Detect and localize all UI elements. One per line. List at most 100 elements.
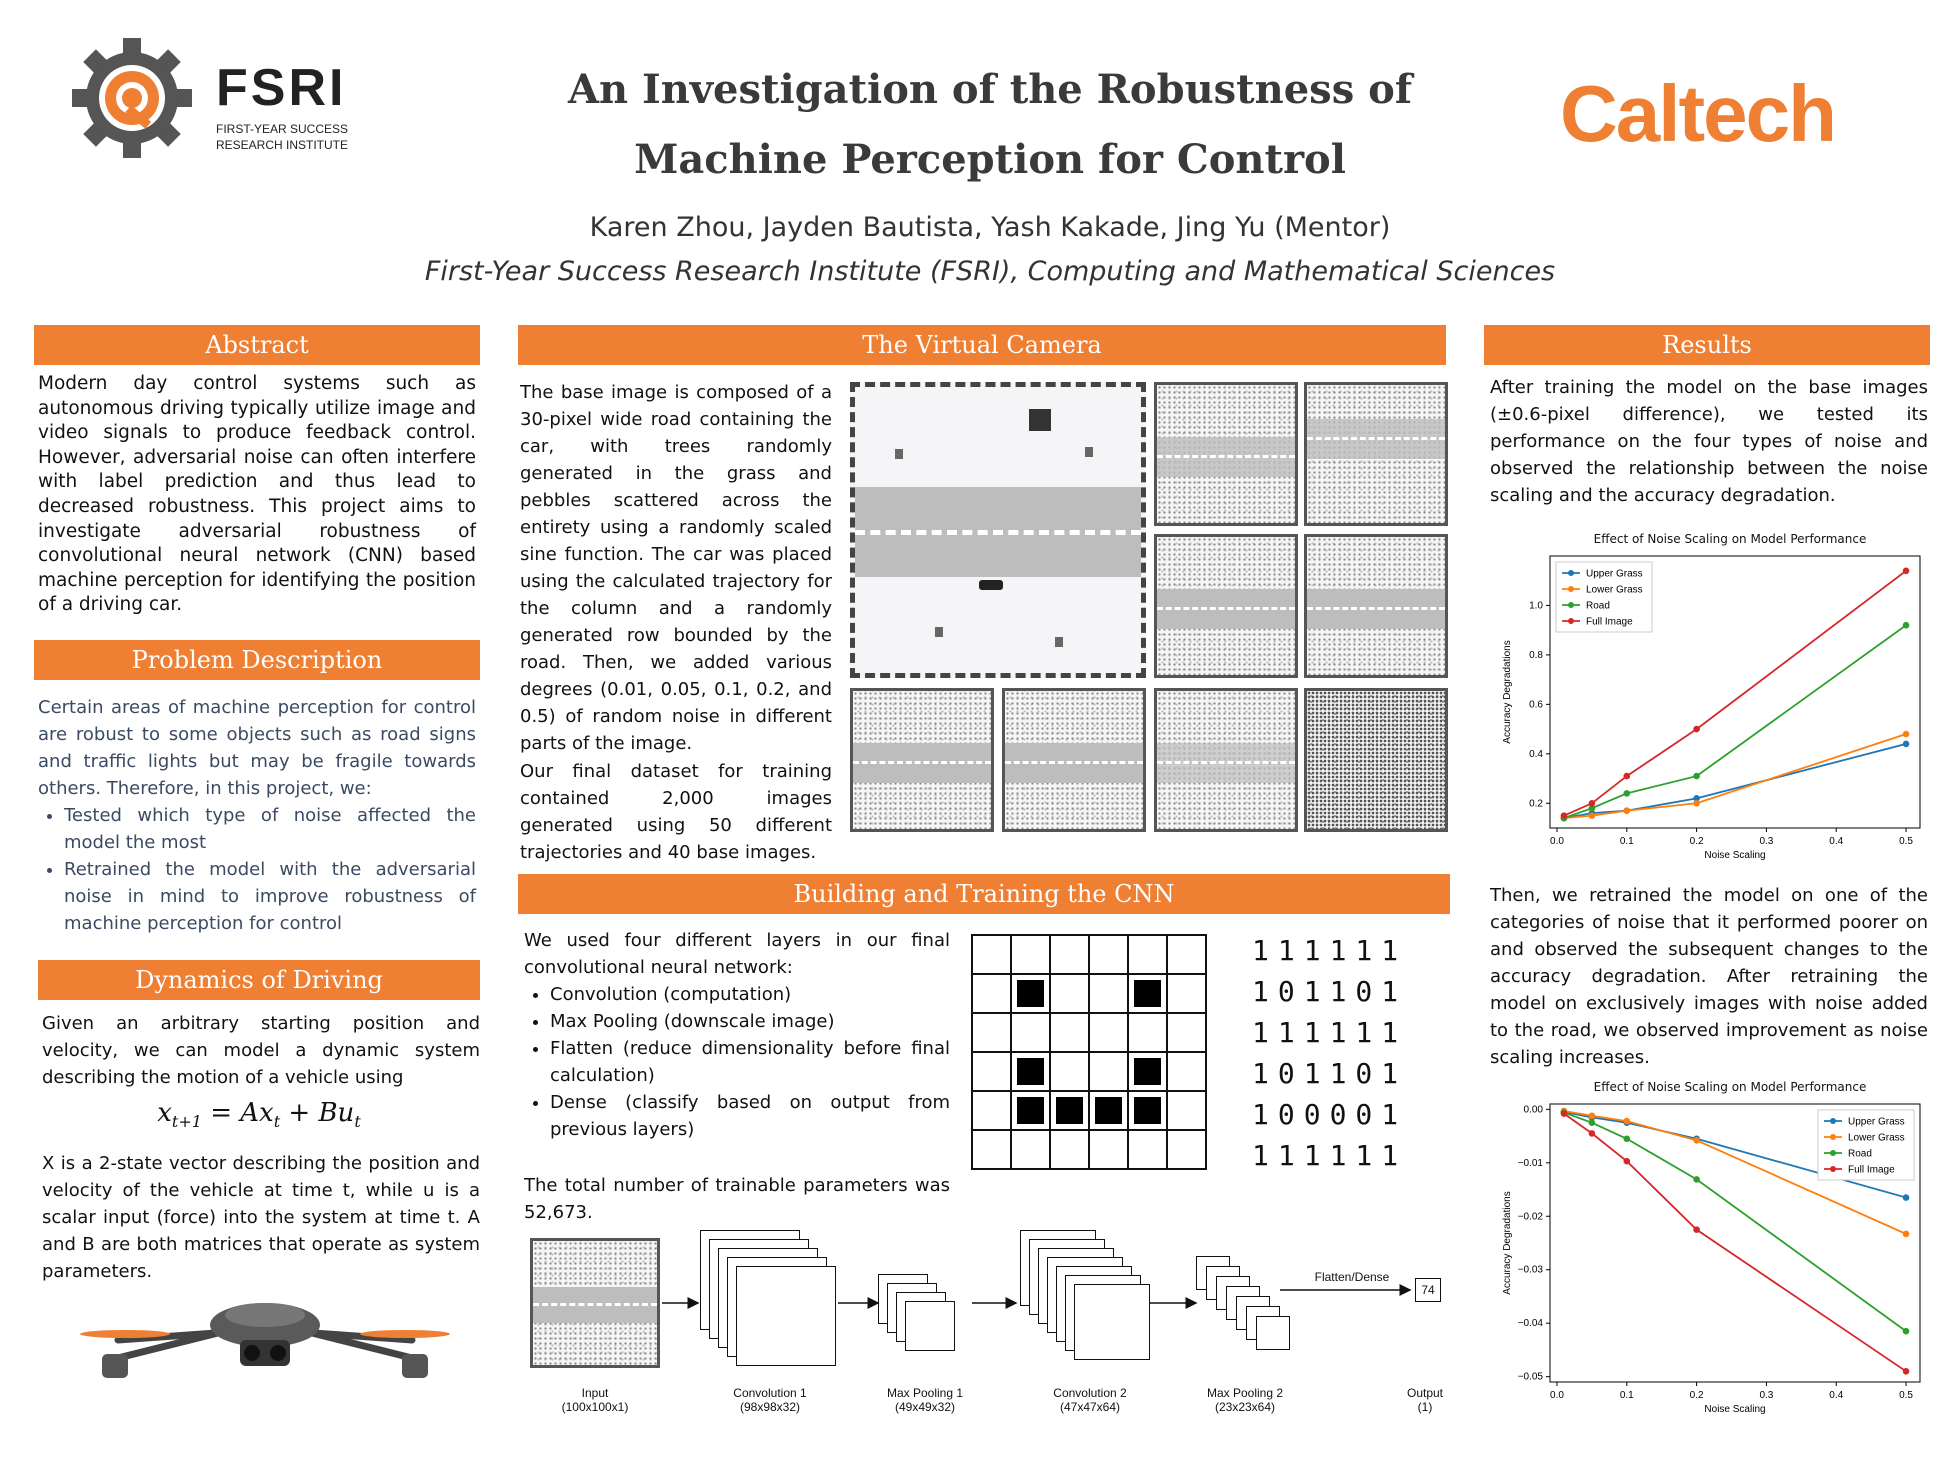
y-tick-label: 0.4 <box>1529 749 1543 760</box>
grid-cell-filled <box>1017 1097 1044 1124</box>
binary-row: 111111 <box>1252 1016 1408 1049</box>
problem-bullet-1: Tested which type of noise affected the … <box>64 802 476 856</box>
binary-row: 111111 <box>1252 934 1408 967</box>
legend-label: Road <box>1586 601 1610 612</box>
abstract-text: Modern day control systems such as auton… <box>38 373 476 616</box>
data-point <box>1693 1226 1700 1233</box>
legend-label: Upper Grass <box>1586 569 1643 580</box>
affiliation: First-Year Success Research Institute (F… <box>424 256 1556 287</box>
data-point <box>1902 621 1910 629</box>
legend-label: Road <box>1848 1149 1872 1160</box>
data-point <box>1902 1327 1910 1335</box>
grid-cell <box>1010 1012 1051 1053</box>
grid-cell <box>1010 1129 1051 1170</box>
x-axis-label: Noise Scaling <box>1704 1404 1765 1415</box>
results-text-1: After training the model on the base ima… <box>1490 377 1928 506</box>
binary-row: 100001 <box>1252 1098 1408 1131</box>
grid-cell <box>1166 1051 1207 1092</box>
cnn-bullet-1: Convolution (computation) <box>550 981 950 1008</box>
x-tick-label: 0.1 <box>1620 1390 1634 1401</box>
problem-bullets: Tested which type of noise affected the … <box>38 802 476 937</box>
chart-2-title: Effect of Noise Scaling on Model Perform… <box>1593 1080 1867 1094</box>
x-tick-label: 0.1 <box>1620 836 1634 847</box>
data-point <box>1902 1194 1910 1201</box>
grid-cell <box>971 1129 1012 1170</box>
grid-cell <box>1049 934 1090 975</box>
grid-cell <box>1127 934 1168 975</box>
base-road-image <box>850 382 1146 678</box>
cnn-bullet-4: Dense (classify based on output from pre… <box>550 1089 950 1143</box>
grid-cell <box>1088 1051 1129 1092</box>
data-point <box>1902 1230 1910 1238</box>
chart-2: Effect of Noise Scaling on Model Perform… <box>1490 1076 1930 1422</box>
fsri-subtitle-2: RESEARCH INSTITUTE <box>216 138 349 152</box>
data-point <box>1588 804 1596 812</box>
pipeline-label-conv1: Convolution 1 (98x98x32) <box>733 1386 807 1414</box>
data-point <box>1588 1119 1596 1127</box>
feature-map <box>736 1266 836 1366</box>
grid-cell <box>1166 934 1207 975</box>
data-point <box>1588 1112 1596 1120</box>
data-point <box>1693 725 1700 733</box>
grid-cell <box>1088 973 1129 1014</box>
y-tick-label: 0.00 <box>1524 1104 1544 1115</box>
pipeline-label-pool2: Max Pooling 2 (23x23x64) <box>1206 1386 1284 1414</box>
x-tick-label: 0.5 <box>1899 1390 1913 1401</box>
pipeline-label-conv2: Convolution 2 (47x47x64) <box>1053 1386 1127 1414</box>
data-point <box>1902 740 1910 748</box>
problem-bullet-2: Retrained the model with the adversarial… <box>64 856 476 937</box>
y-tick-label: −0.01 <box>1518 1158 1544 1169</box>
data-point <box>1902 730 1910 738</box>
grid-cell <box>1088 1012 1129 1053</box>
y-axis-label: Accuracy Degradations <box>1502 1191 1513 1294</box>
grid-cell <box>971 1051 1012 1092</box>
data-point <box>1693 772 1700 780</box>
chart-1: Effect of Noise Scaling on Model Perform… <box>1490 528 1930 868</box>
feature-map <box>1074 1284 1150 1360</box>
legend-marker <box>1830 1150 1836 1156</box>
dynamics-heading: Dynamics of Driving <box>38 960 480 1000</box>
data-point <box>1588 799 1596 807</box>
series-line <box>1563 743 1907 819</box>
drone-image <box>80 1303 450 1378</box>
grid-cell <box>971 973 1012 1014</box>
x-axis-label: Noise Scaling <box>1704 850 1765 861</box>
data-point <box>1560 1110 1568 1117</box>
fsri-subtitle-1: FIRST-YEAR SUCCESS <box>216 122 349 136</box>
legend-marker <box>1830 1118 1836 1124</box>
binary-row: 111111 <box>1252 1139 1408 1172</box>
chart-2-plot: 0.0 0.1 0.2 0.3 0.4 0.5 0.00 −0.01 −0.02 −0.03 −0.… <box>1502 1103 1921 1415</box>
data-point <box>1623 1135 1631 1143</box>
data-point <box>1693 795 1700 802</box>
data-point <box>1623 790 1631 797</box>
grid-cell <box>1166 973 1207 1014</box>
legend-marker <box>1568 618 1574 624</box>
legend-marker <box>1568 586 1574 592</box>
grid-cell <box>1049 1012 1090 1053</box>
grid-cell <box>1010 934 1051 975</box>
noise-image-5 <box>850 688 994 832</box>
grid-cell <box>1049 1129 1090 1170</box>
y-tick-label: 0.6 <box>1529 699 1543 710</box>
y-tick-label: 0.2 <box>1529 798 1543 809</box>
caltech-logo: Caltech <box>1560 69 1837 158</box>
legend-marker <box>1830 1134 1836 1140</box>
gear-icon <box>72 38 192 158</box>
plot-frame <box>1549 1103 1921 1383</box>
binary-matrix: 111111 101101 111111 101101 100001 11111… <box>1252 930 1442 1176</box>
output-value: 74 <box>1415 1278 1441 1302</box>
legend-label: Lower Grass <box>1586 585 1643 596</box>
grid-cell <box>1127 1012 1168 1053</box>
cnn-section: We used four different layers in our fin… <box>524 927 950 1143</box>
cnn-pipeline-diagram: Flatten/Dense 74 Input (100x100x1) Convol… <box>520 1230 1460 1430</box>
x-tick-label: 0.3 <box>1759 836 1773 847</box>
grid-cell-filled <box>1017 980 1044 1007</box>
grid-cell-filled <box>1134 1097 1161 1124</box>
dynamics-text: Given an arbitrary starting position and… <box>42 1013 480 1088</box>
noise-image-4 <box>1304 534 1448 678</box>
legend-marker <box>1568 602 1574 608</box>
cnn-text-2: The total number of trainable parameters… <box>524 1175 950 1223</box>
grid-cell <box>1049 973 1090 1014</box>
noise-image-3 <box>1154 534 1298 678</box>
pipeline-label-input: Input (100x100x1) <box>561 1386 629 1414</box>
